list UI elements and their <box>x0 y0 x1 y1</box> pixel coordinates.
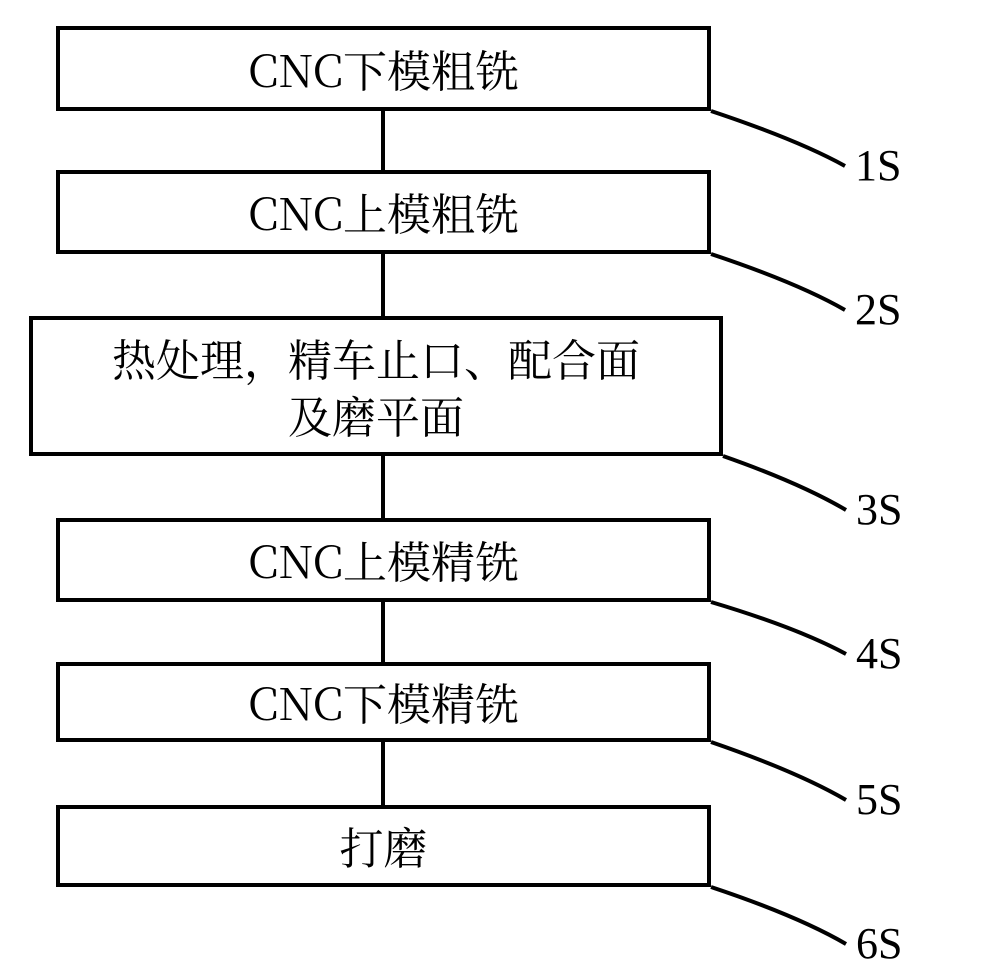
flow-connector <box>381 742 385 805</box>
leader-label: 5S <box>856 774 902 825</box>
flow-node-6: 打磨 <box>56 805 711 887</box>
leader-label: 3S <box>856 484 902 535</box>
flow-connector <box>381 111 385 170</box>
flow-node-label: CNC上模精铣 <box>248 531 519 588</box>
leader-line <box>701 244 855 340</box>
leader-label: 1S <box>855 140 901 191</box>
flow-node-label: CNC下模粗铣 <box>248 40 519 97</box>
leader-label: 4S <box>856 628 902 679</box>
leader-line <box>701 732 856 830</box>
leader-label: 2S <box>855 284 901 335</box>
leader-label: 6S <box>856 918 902 969</box>
flow-connector <box>381 456 385 518</box>
flow-connector <box>381 254 385 316</box>
flow-node-label: CNC上模粗铣 <box>248 183 519 240</box>
flow-node-label: CNC下模精铣 <box>248 673 519 730</box>
flow-node-2: CNC上模粗铣 <box>56 170 711 254</box>
flow-node-label: 打磨 <box>340 817 428 874</box>
flow-node-label: 热处理，精车止口、配合面 及磨平面 <box>112 329 640 443</box>
flow-node-4: CNC上模精铣 <box>56 518 711 602</box>
leader-line <box>701 101 855 196</box>
flow-node-1: CNC下模粗铣 <box>56 26 711 111</box>
flow-node-5: CNC下模精铣 <box>56 662 711 742</box>
leader-line <box>701 592 856 684</box>
flowchart-canvas: CNC下模粗铣 CNC上模粗铣热处理，精车止口、配合面 及磨平面 CNC上模精铣 CN… <box>0 0 981 975</box>
flow-node-3: 热处理，精车止口、配合面 及磨平面 <box>29 316 723 456</box>
leader-line <box>713 446 856 540</box>
flow-connector <box>381 602 385 662</box>
leader-line <box>701 877 856 974</box>
